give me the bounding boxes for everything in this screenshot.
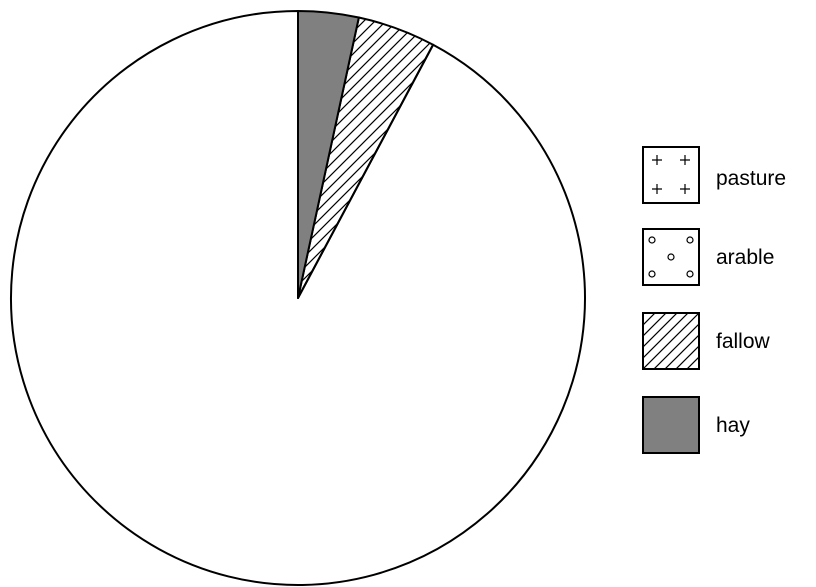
legend-label-fallow: fallow — [716, 330, 771, 353]
legend-entry-pasture: pasture — [642, 146, 786, 204]
legend-entry-fallow: fallow — [642, 312, 771, 370]
legend-label-hay: hay — [716, 414, 750, 437]
legend-swatch-hay — [642, 396, 700, 454]
legend-swatch-fallow — [642, 312, 700, 370]
legend-entry-hay: hay — [642, 396, 750, 454]
circle-pattern-icon — [648, 236, 694, 278]
pie-slice-hay — [297, 10, 360, 299]
plus-pattern-icon — [652, 155, 690, 194]
pie-slices — [10, 10, 587, 586]
legend-label-arable: arable — [716, 246, 774, 269]
legend: pasture arable fallow hay — [642, 146, 786, 454]
legend-swatch-pasture — [642, 146, 700, 204]
legend-label-pasture: pasture — [716, 167, 786, 190]
legend-entry-arable: arable — [642, 228, 774, 286]
legend-swatch-arable — [642, 228, 700, 286]
